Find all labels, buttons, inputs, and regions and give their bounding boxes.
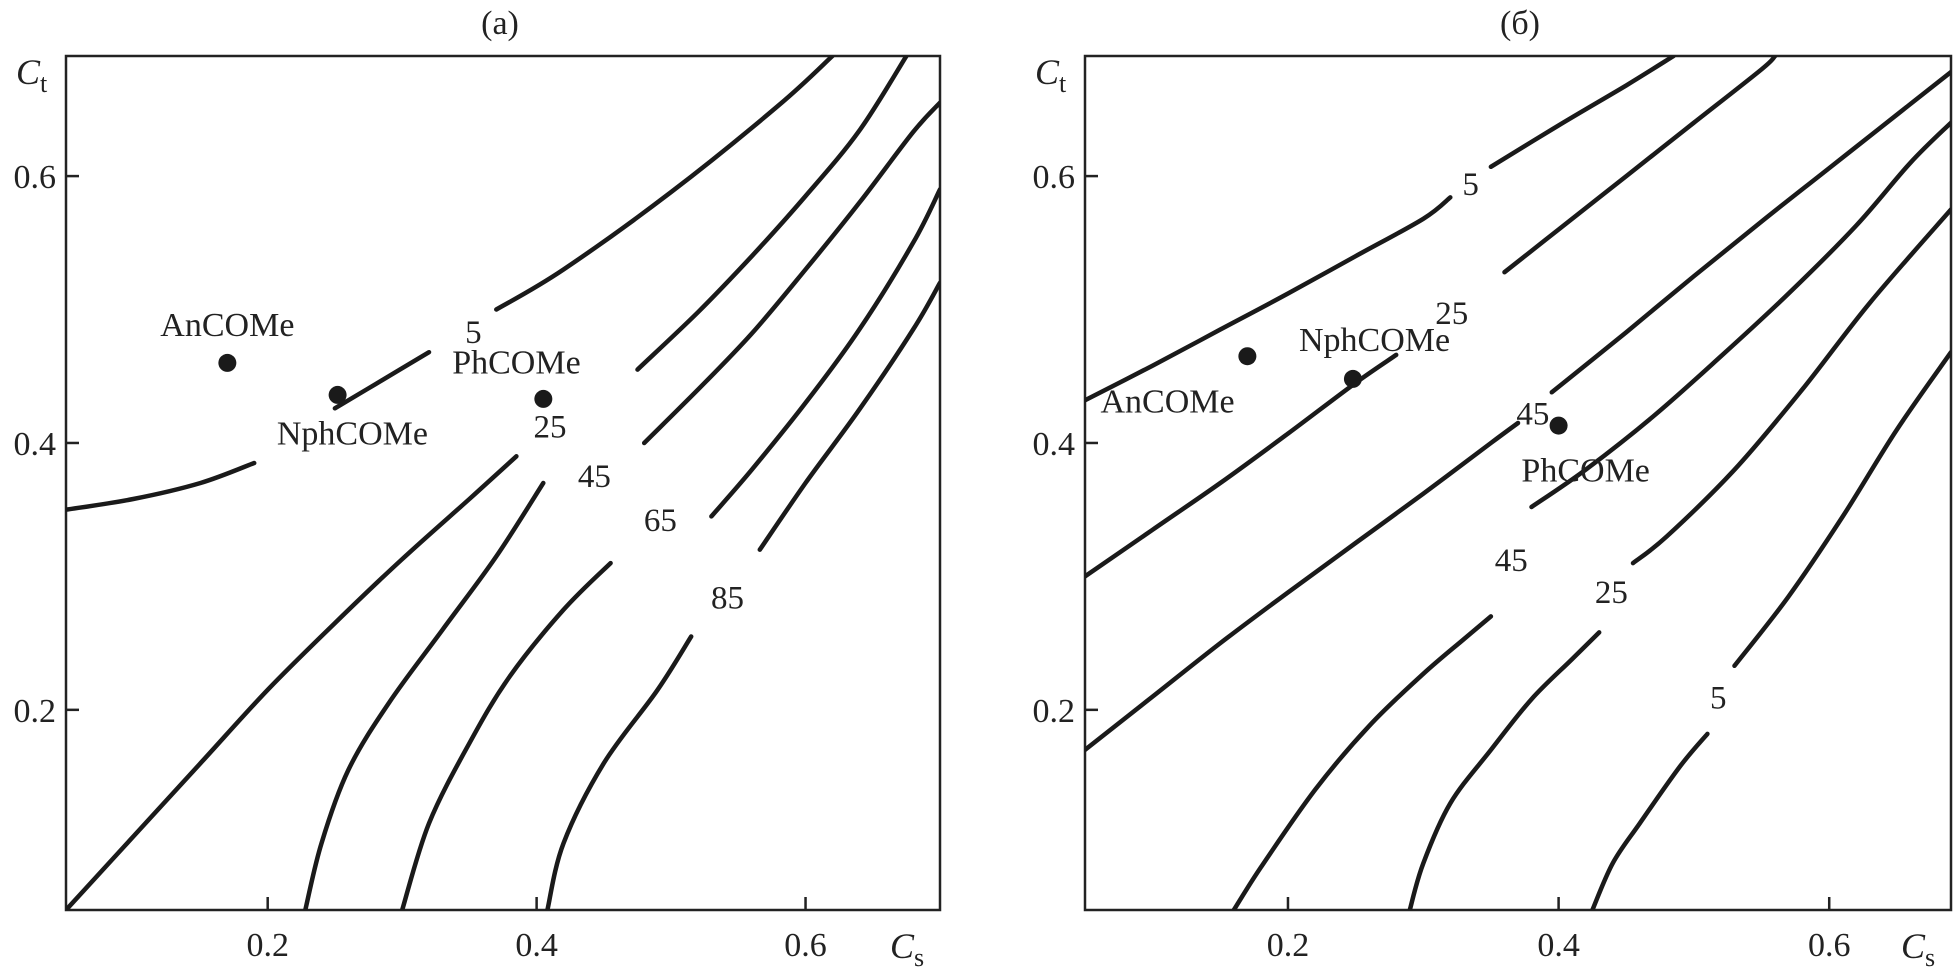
contour-line-65 [399, 560, 613, 910]
data-point-phcome [1549, 416, 1568, 435]
y-axis-label: Ct [16, 52, 48, 98]
data-point-phcome [534, 389, 553, 408]
contour-line-45 [641, 100, 940, 446]
contour-line-5 [332, 349, 432, 411]
contour-label: 65 [644, 503, 677, 539]
contour-line-25 [635, 56, 909, 372]
x-tick-label: 0.6 [784, 927, 827, 964]
contour-label: 45 [1516, 396, 1549, 432]
contour-line-45 [1085, 420, 1521, 753]
data-point-ancome [1238, 347, 1257, 366]
contour-lines [1085, 56, 1951, 910]
contour-line-25 [66, 454, 519, 910]
panel-b: (б) 0.2 0.4 0.6 0.2 0.4 0.6 Cs Ct 5 25 45 45 25 5 AnCOM… [1033, 5, 1953, 972]
contour-line-5 [1590, 731, 1710, 910]
contour-line-5 [1732, 349, 1951, 669]
plot-frame [64, 54, 942, 912]
contour-line-45 [1549, 69, 1951, 395]
y-tick-label: 0.4 [14, 426, 57, 463]
x-tick-label: 0.4 [515, 927, 558, 964]
y-tick-label: 0.2 [14, 693, 57, 730]
x-axis-label: Cs [1901, 926, 1935, 972]
contour-line-85 [757, 280, 940, 552]
x-tick-label: 0.2 [246, 927, 289, 964]
contour-label: 25 [1595, 575, 1628, 611]
contour-label: 25 [1435, 296, 1468, 332]
data-point-nphcome [1343, 369, 1362, 388]
contour-label: 5 [1710, 681, 1727, 717]
contour-label: 25 [534, 410, 567, 446]
contour-lines [66, 56, 940, 910]
contour-line-5 [1085, 195, 1453, 403]
contour-line-45 [1529, 120, 1951, 510]
contour-line-65 [709, 187, 940, 519]
contour-line-85 [545, 634, 694, 910]
contour-line-25 [1502, 56, 1778, 275]
data-point-ancome [218, 353, 237, 372]
plot-frame [1083, 54, 1953, 912]
contour-label: 5 [465, 315, 482, 351]
data-point-nphcome [328, 385, 347, 404]
contour-line-5 [1488, 56, 1676, 170]
contour-label: 45 [578, 459, 611, 495]
contour-line-25 [1407, 630, 1602, 910]
y-tick-label: 0.6 [14, 159, 57, 196]
contour-line-5 [66, 460, 257, 512]
point-label: AnCOMe [160, 307, 294, 344]
y-tick-label: 0.6 [1033, 159, 1076, 196]
point-label: AnCOMe [1100, 383, 1234, 420]
contour-line-25 [1630, 207, 1951, 566]
contour-line-5 [494, 56, 835, 312]
panel-title: (а) [481, 5, 519, 42]
point-label: PhCOMe [452, 345, 580, 382]
y-axis-label: Ct [1035, 52, 1067, 98]
point-label: PhCOMe [1521, 453, 1649, 490]
panel-title: (б) [1500, 5, 1540, 42]
contour-label: 85 [711, 580, 744, 616]
x-tick-label: 0.2 [1267, 927, 1310, 964]
contour-label: 5 [1462, 167, 1479, 203]
point-label: NphCOMe [1299, 322, 1450, 359]
contour-line-45 [303, 480, 546, 910]
y-tick-label: 0.4 [1033, 426, 1076, 463]
x-tick-label: 0.4 [1537, 927, 1580, 964]
x-tick-label: 0.6 [1808, 927, 1851, 964]
contour-label: 45 [1495, 543, 1528, 579]
y-tick-label: 0.2 [1033, 693, 1076, 730]
x-axis-label: Cs [890, 926, 924, 972]
point-label: NphCOMe [277, 415, 428, 452]
panel-a: (а) 0.2 0.4 0.6 0.2 0.4 0.6 Cs Ct 5 25 45 65 85 AnCOMe… [14, 5, 942, 972]
contour-line-45 [1231, 614, 1494, 910]
